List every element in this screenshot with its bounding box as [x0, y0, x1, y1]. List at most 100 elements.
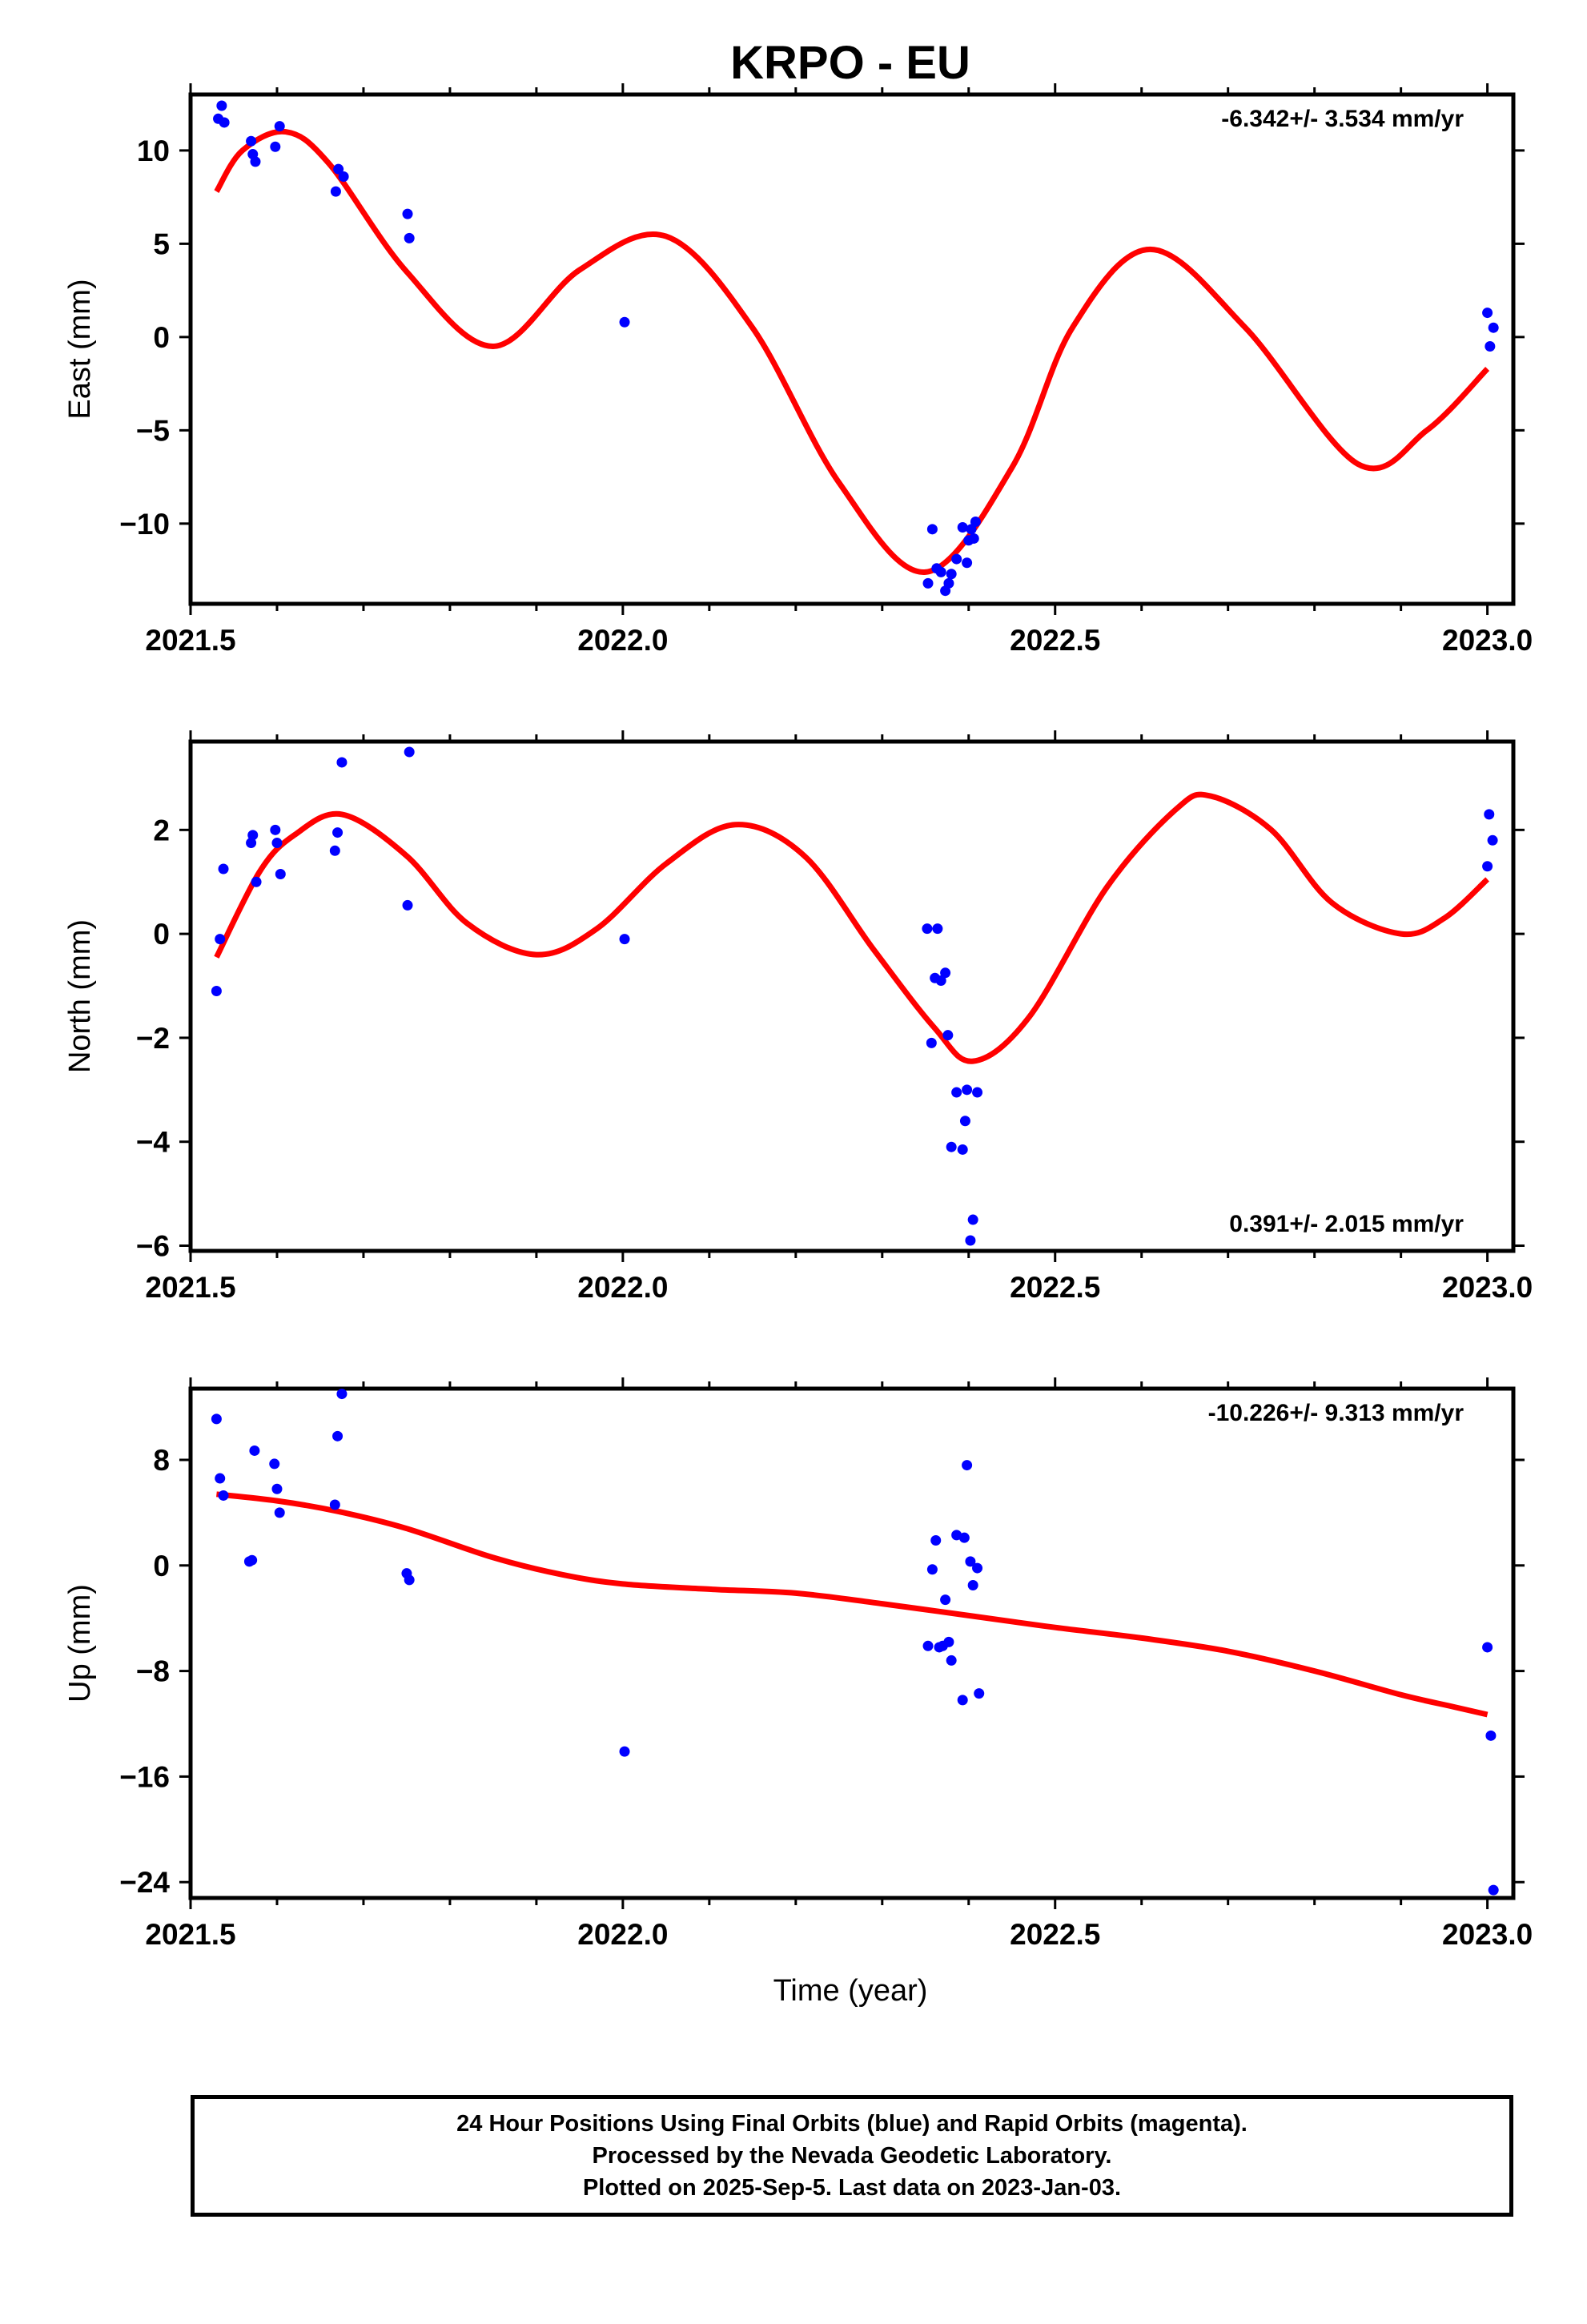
data-point	[926, 1564, 938, 1575]
y-tick-label: −4	[136, 1126, 171, 1159]
data-point	[332, 1430, 344, 1441]
data-point	[935, 566, 946, 577]
x-tick-label: 2022.5	[1010, 1271, 1100, 1304]
data-point	[333, 163, 344, 175]
data-point	[951, 553, 962, 565]
y-tick-label: −2	[136, 1022, 170, 1055]
data-point	[1485, 1730, 1497, 1741]
data-point	[338, 171, 349, 183]
y-tick-label: 5	[153, 227, 170, 260]
data-point	[404, 1574, 415, 1586]
data-point	[965, 1235, 976, 1246]
data-point	[270, 824, 281, 835]
data-point	[218, 863, 229, 875]
data-point	[958, 1532, 970, 1543]
data-point	[972, 1087, 983, 1098]
data-point	[946, 1141, 957, 1152]
data-point	[249, 1445, 260, 1456]
data-point	[274, 121, 285, 132]
model-fit-line	[216, 1491, 1489, 1718]
y-axis-label: East (mm)	[63, 279, 97, 419]
data-point	[974, 1688, 985, 1699]
y-tick-label: 0	[153, 321, 170, 354]
data-point	[967, 1580, 978, 1591]
data-point	[329, 845, 340, 856]
x-tick-label: 2022.5	[1010, 1918, 1100, 1951]
x-tick-label: 2023.0	[1442, 1918, 1533, 1951]
data-point	[926, 524, 938, 535]
data-point	[940, 967, 951, 979]
data-point	[922, 1640, 934, 1651]
data-point	[274, 1507, 285, 1518]
x-tick-label: 2022.0	[577, 624, 668, 657]
y-tick-label: 2	[153, 814, 170, 846]
x-axis-label: Time (year)	[773, 1974, 928, 2008]
data-point	[246, 838, 257, 849]
data-point	[402, 899, 413, 911]
data-point	[957, 1144, 968, 1155]
data-point	[1488, 1884, 1499, 1896]
x-tick-label: 2022.5	[1010, 624, 1100, 657]
data-point	[404, 232, 415, 243]
y-tick-label: −10	[119, 508, 170, 541]
panel-north-frame	[188, 739, 1516, 1253]
data-point	[962, 557, 973, 569]
data-point	[962, 1460, 973, 1471]
data-point	[404, 746, 415, 758]
y-tick-label: 0	[153, 1550, 170, 1582]
data-point	[332, 827, 344, 838]
x-tick-label: 2022.0	[577, 1271, 668, 1304]
panel-up-data	[211, 1389, 1499, 1896]
data-point	[619, 1746, 630, 1757]
rate-annotation: -10.226+/- 9.313 mm/yr	[1208, 1400, 1464, 1426]
data-point	[972, 1562, 983, 1574]
data-point	[211, 986, 222, 997]
x-tick-label: 2021.5	[145, 1271, 235, 1304]
data-point	[942, 1030, 954, 1041]
data-point	[1482, 861, 1493, 872]
data-point	[951, 1087, 962, 1098]
data-point	[329, 1499, 340, 1510]
footer-line-plotted: Plotted on 2025-Sep-5. Last data on 2023…	[582, 2175, 1122, 2201]
y-axis-label: North (mm)	[63, 919, 97, 1073]
panel-up: 2021.5 2022.0 2022.5 2023.0 8 0 −8 −16 −24 Up (mm…	[63, 1377, 1533, 1951]
y-tick-label: 10	[137, 135, 170, 167]
data-point	[215, 1473, 226, 1484]
data-point	[251, 876, 262, 887]
y-tick-label: −24	[119, 1866, 170, 1899]
data-point	[967, 1214, 978, 1225]
data-point	[922, 577, 934, 589]
footer-box: 24 Hour Positions Using Final Orbits (bl…	[191, 2095, 1513, 2217]
panel-north-data	[211, 746, 1498, 1246]
data-point	[1484, 809, 1495, 820]
data-point	[219, 117, 230, 128]
data-point	[1488, 322, 1499, 333]
data-point	[935, 975, 946, 987]
data-point	[269, 1458, 280, 1470]
data-point	[271, 1483, 283, 1494]
data-point	[218, 1490, 229, 1501]
data-point	[957, 1695, 968, 1706]
data-point	[943, 1636, 954, 1647]
data-point	[215, 934, 226, 945]
data-point	[402, 208, 413, 219]
data-point	[1482, 1642, 1493, 1653]
data-point	[968, 533, 979, 544]
data-point	[250, 156, 261, 167]
x-tick-label: 2021.5	[145, 624, 235, 657]
model-fit-line	[214, 128, 1490, 575]
data-point	[216, 100, 227, 111]
data-point	[962, 1084, 973, 1096]
data-point	[959, 1116, 970, 1127]
data-point	[336, 1389, 348, 1400]
data-point	[619, 934, 630, 945]
data-point	[336, 757, 348, 768]
data-point	[930, 1534, 942, 1546]
data-point	[246, 135, 257, 147]
y-tick-label: −5	[136, 414, 170, 447]
x-tick-label: 2023.0	[1442, 624, 1533, 657]
data-point	[275, 868, 286, 879]
data-point	[946, 569, 957, 580]
rate-annotation: 0.391+/- 2.015 mm/yr	[1229, 1211, 1464, 1237]
data-point	[211, 1413, 222, 1425]
